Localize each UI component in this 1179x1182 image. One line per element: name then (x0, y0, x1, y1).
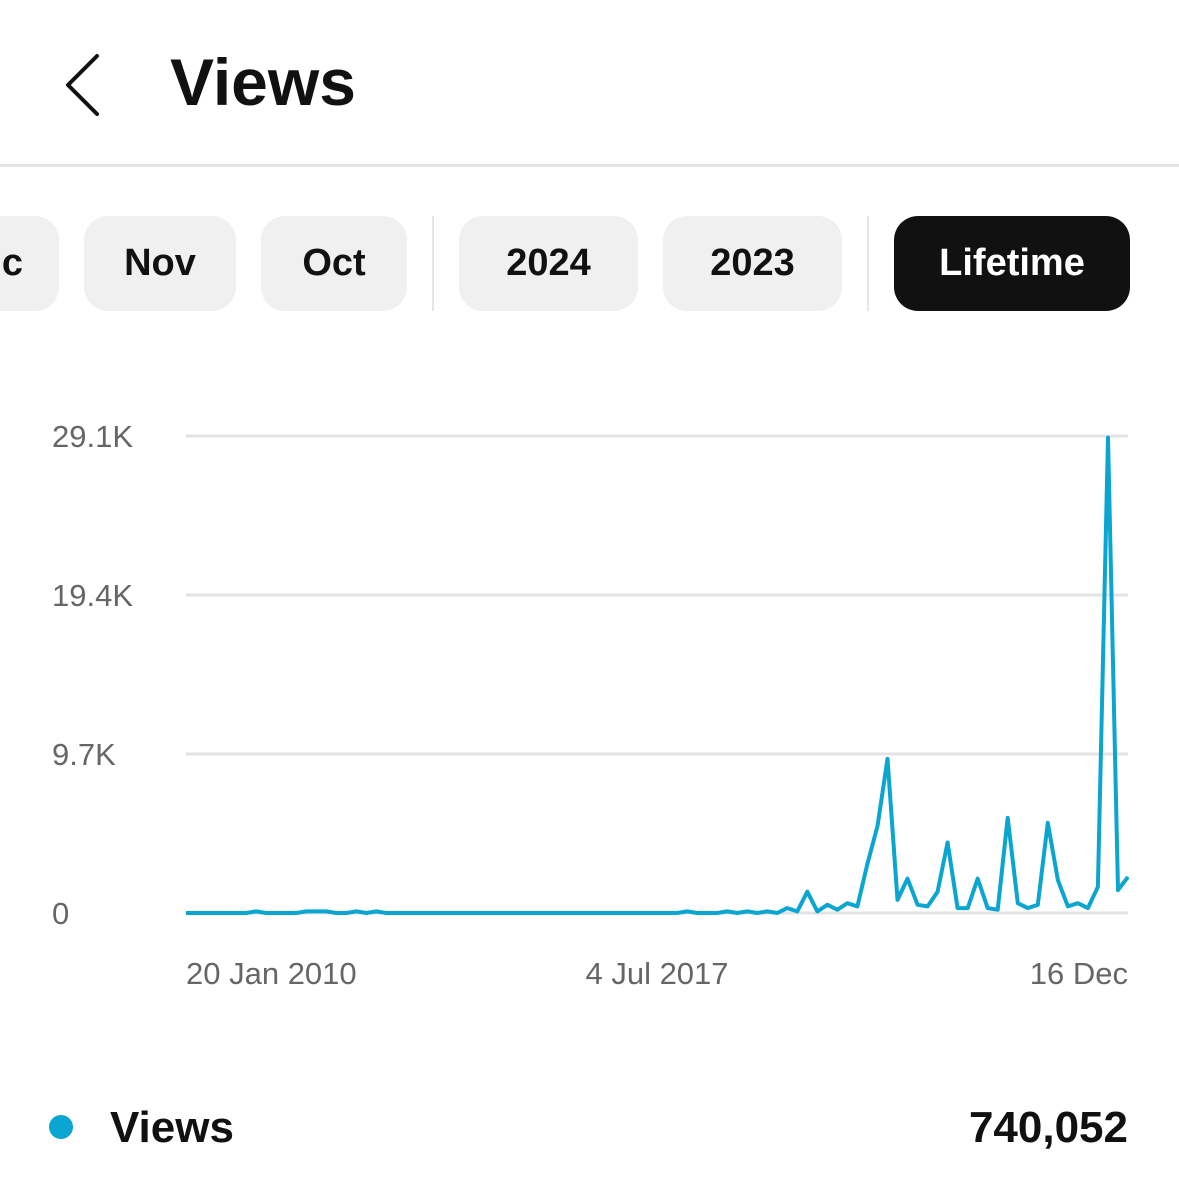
legend-dot (49, 1115, 73, 1139)
divider (0, 164, 1179, 167)
series-line (186, 435, 1130, 915)
tab[interactable]: c (0, 216, 59, 311)
total-value: 740,052 (969, 1103, 1128, 1152)
y-tick-label: 19.4K (52, 578, 133, 613)
tab[interactable]: Oct (261, 216, 407, 311)
tab[interactable]: Nov (84, 216, 236, 311)
tab-separator (867, 216, 869, 311)
x-tick-label: 16 Dec (1030, 956, 1128, 991)
tab[interactable]: Lifetime (894, 216, 1130, 311)
back-arrow (66, 54, 99, 116)
y-tick-label: 9.7K (52, 737, 116, 772)
tab[interactable]: 2023 (663, 216, 842, 311)
y-tick-label: 0 (52, 896, 69, 931)
y-tick-label: 29.1K (52, 419, 133, 454)
tab-separator (432, 216, 434, 311)
back-button[interactable] (0, 0, 120, 165)
tab[interactable]: 2024 (459, 216, 638, 311)
x-tick-label: 20 Jan 2010 (186, 956, 357, 991)
x-tick-label: 4 Jul 2017 (585, 956, 728, 991)
page-title: Views (170, 45, 356, 119)
legend-label: Views (110, 1103, 234, 1152)
